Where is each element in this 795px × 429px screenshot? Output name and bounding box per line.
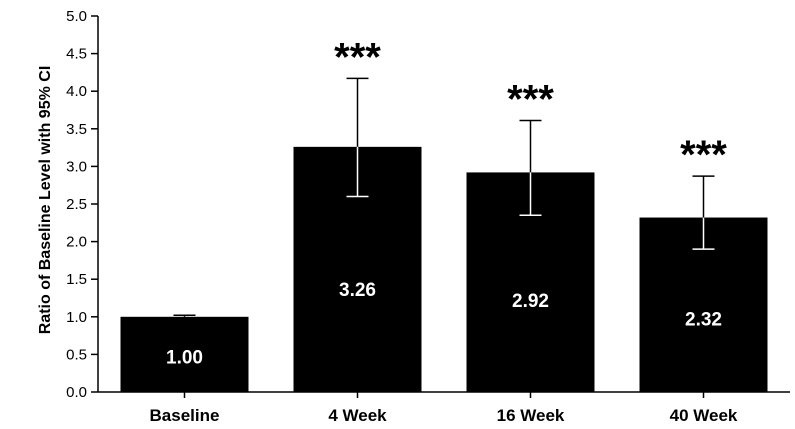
y-axis-label: Ratio of Baseline Level with 95% CI — [37, 66, 54, 335]
y-tick-label: 1.5 — [66, 271, 87, 288]
y-tick-label: 3.0 — [66, 158, 87, 175]
x-tick-label: 4 Week — [328, 406, 387, 425]
bar — [120, 316, 249, 392]
y-tick-label: 2.5 — [66, 196, 87, 213]
significance-marker: *** — [680, 133, 727, 177]
x-tick-label: 40 Week — [670, 406, 738, 425]
data-label: 3.26 — [339, 280, 376, 301]
y-tick-label: 1.0 — [66, 309, 87, 326]
error-bars — [173, 77, 715, 317]
bars — [120, 146, 768, 392]
y-tick-label: 3.5 — [66, 121, 87, 138]
x-tick-label: 16 Week — [497, 406, 565, 425]
data-label: 1.00 — [166, 347, 203, 368]
y-tick-label: 0.5 — [66, 346, 87, 363]
y-tick-label: 0.0 — [66, 384, 87, 401]
error-bar — [346, 77, 369, 198]
significance-marker: *** — [334, 35, 381, 79]
y-tick-label: 5.0 — [66, 8, 87, 25]
data-label: 2.92 — [512, 291, 549, 312]
data-labels: 1.00 3.26 2.92 2.32 — [166, 280, 722, 368]
x-axis: Baseline 4 Week 16 Week 40 Week — [150, 392, 738, 425]
error-bar — [519, 119, 542, 217]
significance-marker: *** — [507, 78, 554, 122]
x-tick-label: Baseline — [150, 406, 220, 425]
significance-annotations: *** *** *** — [334, 35, 727, 177]
y-tick-label: 4.5 — [66, 46, 87, 63]
y-tick-label: 2.0 — [66, 234, 87, 251]
error-bar — [692, 175, 715, 250]
y-axis: 0.0 0.5 1.0 1.5 2.0 2.5 3.0 3.5 4.0 4.5 5.0 — [66, 8, 98, 401]
y-tick-label: 4.0 — [66, 83, 87, 100]
error-bar — [173, 314, 196, 317]
data-label: 2.32 — [685, 310, 722, 331]
